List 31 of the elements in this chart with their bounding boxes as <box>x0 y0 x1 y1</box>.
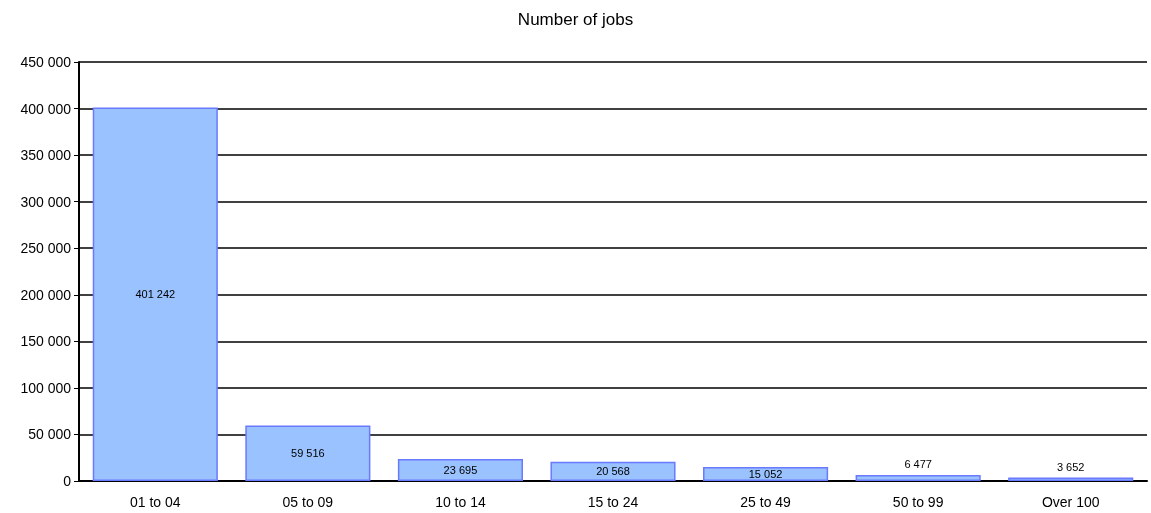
data-label: 59 516 <box>291 447 325 460</box>
y-tick-label: 0 <box>63 473 72 489</box>
data-label: 20 568 <box>596 465 630 478</box>
x-tick-label: 01 to 04 <box>129 494 181 510</box>
bar <box>92 107 218 481</box>
y-tick-label: 100 000 <box>20 379 72 396</box>
bar <box>855 474 981 481</box>
x-tick-label: 10 to 14 <box>435 494 486 510</box>
y-tick-label: 350 000 <box>20 147 72 164</box>
x-tick-label: 25 to 49 <box>740 494 792 510</box>
bar <box>550 461 676 481</box>
data-label: 401 242 <box>135 288 176 301</box>
x-tick-label: 05 to 09 <box>282 494 334 510</box>
chart-title: Number of jobs <box>517 10 634 29</box>
x-tick-label: 15 to 24 <box>587 494 639 510</box>
y-tick-label: 450 000 <box>20 54 72 70</box>
data-label: 23 695 <box>443 463 478 476</box>
x-tick-label: Over 100 <box>1041 494 1100 510</box>
y-tick-label: 400 000 <box>20 100 72 117</box>
bar <box>397 458 523 481</box>
y-tick-label: 250 000 <box>20 240 72 257</box>
y-tick-label: 50 000 <box>28 426 72 443</box>
bar <box>245 425 371 481</box>
bar <box>703 466 829 481</box>
x-tick-label: 50 to 99 <box>892 494 944 510</box>
y-tick-label: 150 000 <box>20 333 72 350</box>
data-label: 6 477 <box>904 458 932 471</box>
y-tick-label: 200 000 <box>20 286 72 303</box>
y-tick-label: 300 000 <box>20 193 72 210</box>
data-label: 15 052 <box>748 467 783 480</box>
data-label: 3 652 <box>1056 461 1085 474</box>
